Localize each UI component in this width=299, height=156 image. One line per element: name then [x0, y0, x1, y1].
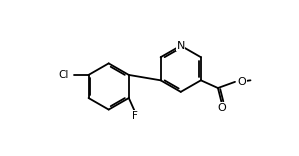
Text: O: O: [217, 103, 226, 113]
Text: N: N: [177, 41, 185, 51]
Text: F: F: [132, 111, 138, 121]
Text: O: O: [237, 77, 246, 87]
Text: Cl: Cl: [59, 70, 69, 80]
